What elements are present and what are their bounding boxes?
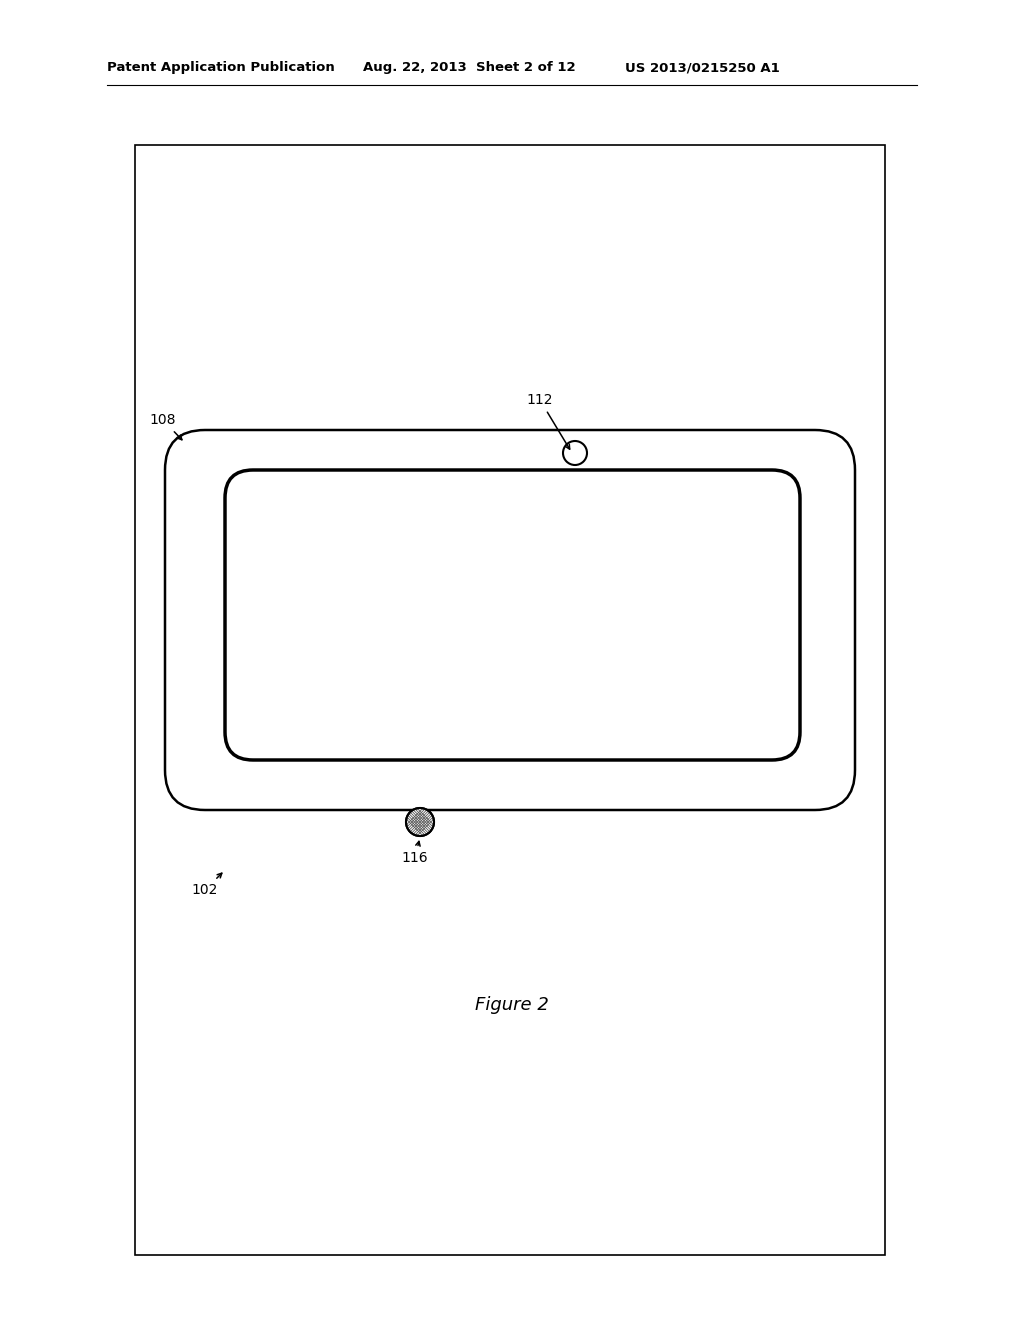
Text: Figure 2: Figure 2: [475, 997, 549, 1014]
Text: 116: 116: [401, 841, 428, 865]
FancyBboxPatch shape: [225, 470, 800, 760]
Text: 102: 102: [191, 873, 222, 898]
Circle shape: [406, 808, 434, 836]
Text: Aug. 22, 2013  Sheet 2 of 12: Aug. 22, 2013 Sheet 2 of 12: [362, 62, 575, 74]
Bar: [135, 145, 885, 1255]
Text: US 2013/0215250 A1: US 2013/0215250 A1: [625, 62, 779, 74]
Text: Patent Application Publication: Patent Application Publication: [106, 62, 335, 74]
FancyBboxPatch shape: [165, 430, 855, 810]
Text: 112: 112: [526, 393, 569, 449]
Text: 108: 108: [150, 413, 182, 440]
Circle shape: [563, 441, 587, 465]
